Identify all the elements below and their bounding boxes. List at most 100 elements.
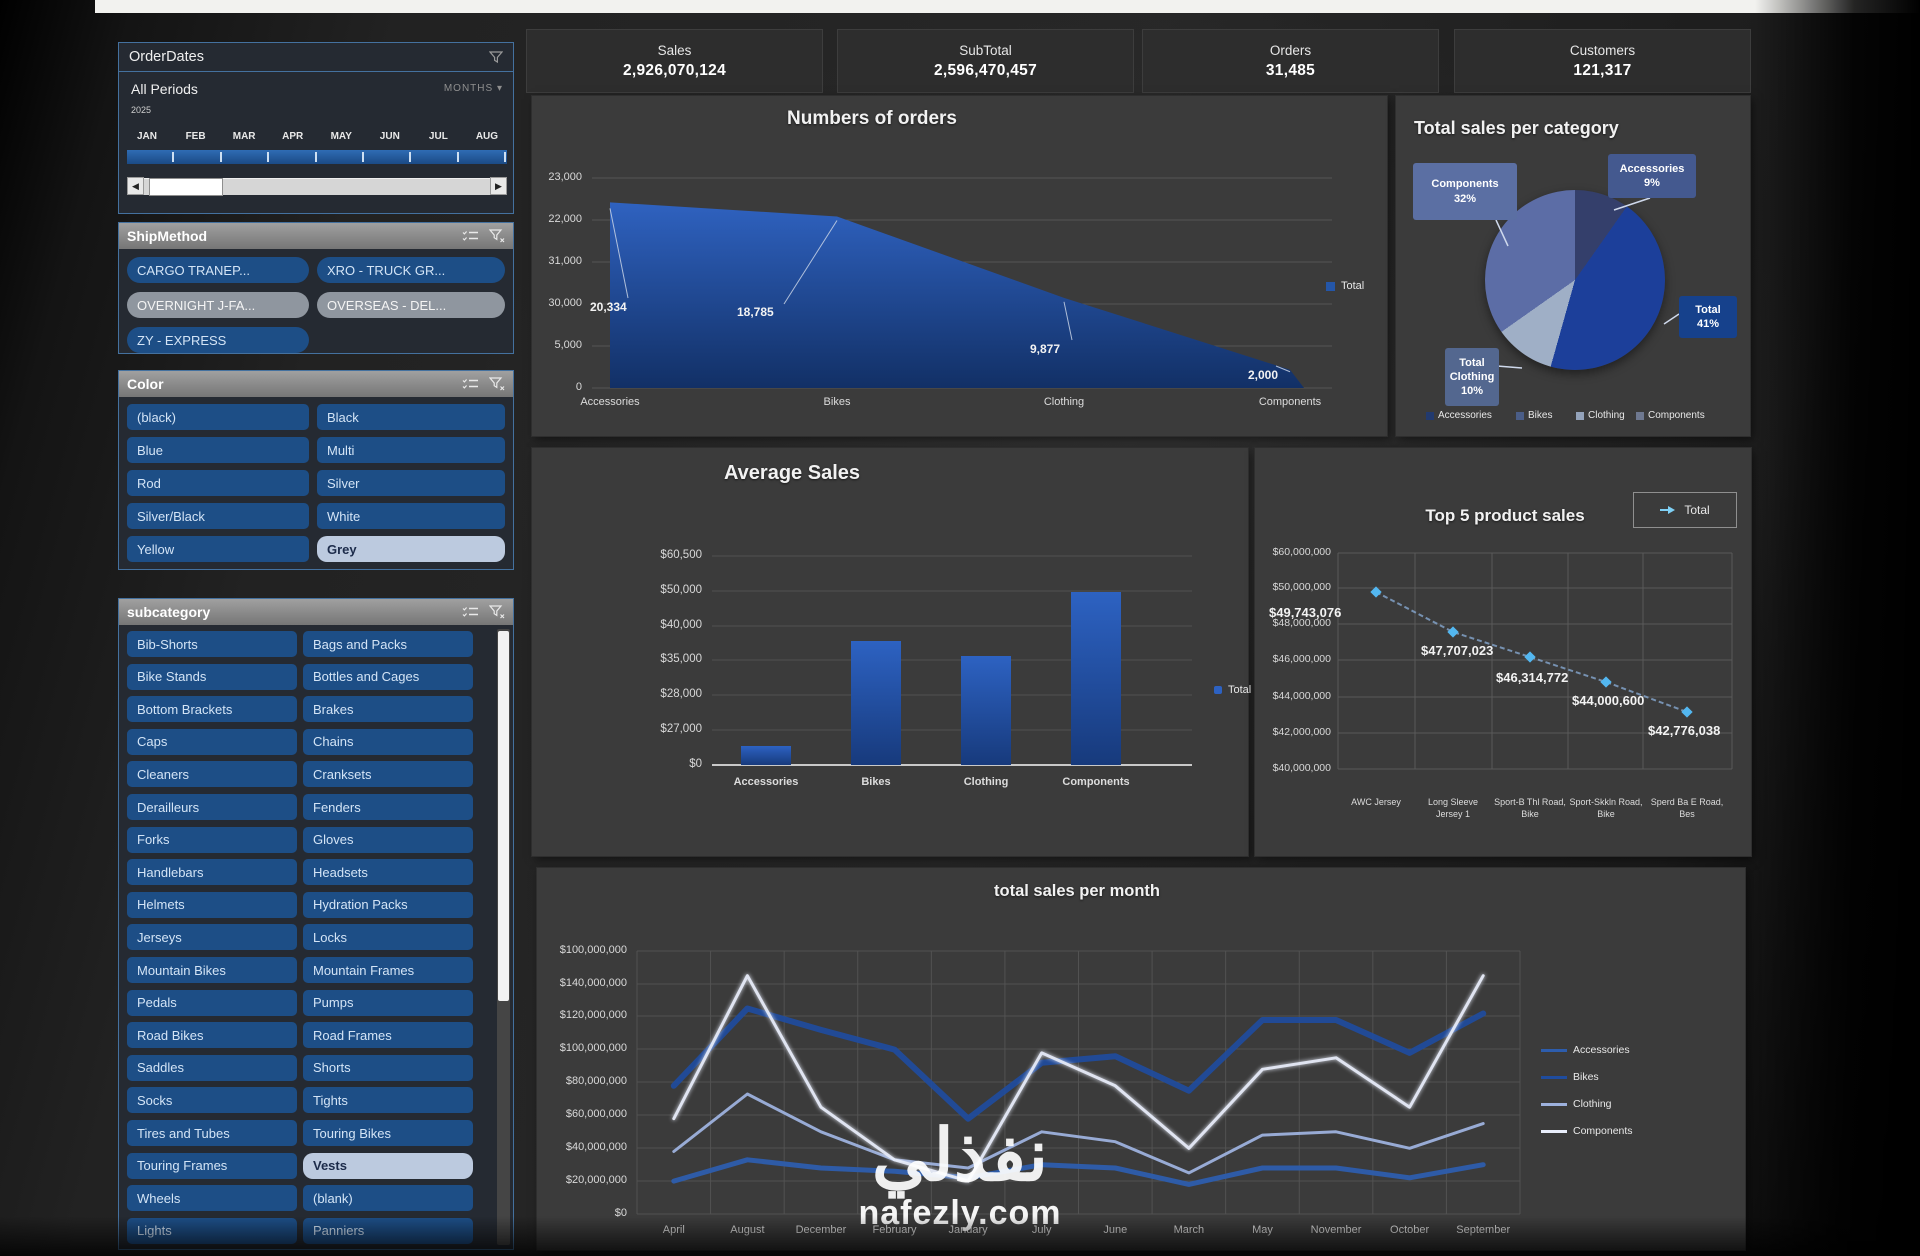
subcategory-option[interactable]: Jerseys: [127, 924, 297, 951]
clear-filter-icon[interactable]: [489, 377, 505, 391]
subcategory-option[interactable]: Caps: [127, 728, 297, 755]
subcategory-option[interactable]: Bike Stands: [127, 663, 297, 690]
subcategory-option[interactable]: Road Frames: [303, 1022, 473, 1049]
top5-line[interactable]: [1375, 591, 1688, 713]
subcategory-option[interactable]: Pumps: [303, 989, 473, 1016]
subcategory-option[interactable]: Bib-Shorts: [127, 631, 297, 657]
avg-legend[interactable]: Total: [1214, 684, 1251, 696]
ship-method-option[interactable]: ZY - EXPRESS: [127, 327, 309, 353]
top5-point[interactable]: [1447, 626, 1459, 638]
slider-thumb[interactable]: [149, 177, 223, 196]
period-range-bar[interactable]: [127, 150, 507, 164]
subcategory-option[interactable]: Panniers: [303, 1217, 473, 1244]
slider-right-arrow[interactable]: ▶: [490, 177, 507, 195]
slider-left-arrow[interactable]: ◀: [127, 177, 144, 195]
top5-x-category: Sperd Ba E Road, Bes: [1639, 796, 1735, 820]
select-all-icon[interactable]: [462, 378, 479, 391]
color-option[interactable]: Yellow: [127, 536, 309, 562]
top5-legend[interactable]: Total: [1633, 492, 1737, 528]
subcategory-option[interactable]: (blank): [303, 1185, 473, 1212]
subcategory-option[interactable]: Handlebars: [127, 859, 297, 886]
period-bar-tick: [456, 152, 459, 162]
orders-legend[interactable]: Total: [1326, 280, 1364, 292]
monthly-legend-item[interactable]: Components: [1541, 1125, 1633, 1137]
subcategory-option[interactable]: Mountain Frames: [303, 957, 473, 983]
subcategory-option[interactable]: Tights: [303, 1087, 473, 1114]
subcategory-option[interactable]: Forks: [127, 826, 297, 853]
color-option[interactable]: Black: [317, 404, 505, 430]
pie-legend-item[interactable]: Bikes: [1516, 410, 1552, 421]
select-all-icon[interactable]: [462, 230, 479, 243]
ship-method-option[interactable]: XRO - TRUCK GR...: [317, 257, 505, 283]
subcategory-scrollbar[interactable]: [497, 629, 510, 1245]
subcategory-option[interactable]: Vests: [303, 1152, 473, 1179]
subcategory-option[interactable]: Touring Bikes: [303, 1120, 473, 1146]
top5-point[interactable]: [1681, 706, 1693, 718]
color-option[interactable]: Silver: [317, 470, 505, 496]
granularity-dropdown[interactable]: MONTHS ▾: [443, 83, 503, 94]
subcategory-option[interactable]: Cleaners: [127, 761, 297, 788]
top5-data-label: $47,707,023: [1421, 643, 1494, 658]
top5-point[interactable]: [1370, 586, 1382, 598]
pie-legend-item[interactable]: Accessories: [1426, 410, 1492, 421]
subcategory-option[interactable]: Wheels: [127, 1185, 297, 1212]
color-option[interactable]: Multi: [317, 437, 505, 463]
filter-icon[interactable]: [489, 50, 503, 64]
avg-bar[interactable]: [851, 640, 901, 765]
subcategory-option[interactable]: Road Bikes: [127, 1022, 297, 1049]
pie-legend-item[interactable]: Clothing: [1576, 410, 1625, 421]
subcategory-option[interactable]: Gloves: [303, 826, 473, 853]
color-option[interactable]: Blue: [127, 437, 309, 463]
ship-method-option[interactable]: OVERSEAS - DEL...: [317, 292, 505, 318]
subcategory-option[interactable]: Hydration Packs: [303, 891, 473, 918]
subcategory-option[interactable]: Saddles: [127, 1054, 297, 1081]
subcategory-option[interactable]: Cranksets: [303, 761, 473, 788]
subcategory-option[interactable]: Bottom Brackets: [127, 696, 297, 723]
subcategory-option[interactable]: Tires and Tubes: [127, 1120, 297, 1146]
subcategory-option[interactable]: Derailleurs: [127, 794, 297, 820]
clear-filter-icon[interactable]: [489, 229, 505, 243]
clear-filter-icon[interactable]: [489, 605, 505, 619]
monthly-series-bikes[interactable]: [670, 1005, 1487, 1122]
monthly-legend-item[interactable]: Accessories: [1541, 1044, 1630, 1056]
monthly-series-clothing[interactable]: [672, 1092, 1485, 1175]
top5-point[interactable]: [1524, 651, 1536, 663]
color-option[interactable]: (black): [127, 404, 309, 430]
subcategory-option[interactable]: Headsets: [303, 859, 473, 886]
color-option[interactable]: Rod: [127, 470, 309, 496]
subcategory-scrollbar-thumb[interactable]: [498, 631, 509, 1001]
subcategory-option[interactable]: Helmets: [127, 891, 297, 918]
avg-bar[interactable]: [961, 656, 1011, 765]
subcategory-option[interactable]: Bags and Packs: [303, 631, 473, 657]
monthly-legend-item[interactable]: Clothing: [1541, 1098, 1612, 1110]
subcategory-option[interactable]: Brakes: [303, 696, 473, 723]
ship-method-option[interactable]: OVERNIGHT J-FA...: [127, 292, 309, 318]
color-option[interactable]: White: [317, 503, 505, 529]
slider-track[interactable]: [144, 177, 490, 196]
orders-area-shape[interactable]: [610, 202, 1304, 388]
subcategory-option[interactable]: Bottles and Cages: [303, 663, 473, 690]
avg-bar[interactable]: [1071, 592, 1121, 765]
pie-legend-item[interactable]: Components: [1636, 410, 1705, 421]
monthly-series-accessories[interactable]: [671, 1157, 1486, 1187]
monthly-series-components[interactable]: [672, 974, 1485, 1183]
ship-method-option[interactable]: CARGO TRANEP...: [127, 257, 309, 283]
subcategory-option[interactable]: Socks: [127, 1087, 297, 1114]
subcategory-option[interactable]: Shorts: [303, 1054, 473, 1081]
subcategory-option[interactable]: Locks: [303, 924, 473, 951]
select-all-icon[interactable]: [462, 606, 479, 619]
top5-data-label: $44,000,600: [1572, 693, 1645, 708]
top5-point[interactable]: [1600, 676, 1612, 688]
color-option[interactable]: Grey: [317, 536, 505, 562]
color-option[interactable]: Silver/Black: [127, 503, 309, 529]
subcategory-option[interactable]: Fenders: [303, 794, 473, 820]
pie-chart[interactable]: [1485, 190, 1665, 370]
subcategory-option[interactable]: Chains: [303, 728, 473, 755]
subcategory-option[interactable]: Pedals: [127, 989, 297, 1016]
subcategory-option[interactable]: Touring Frames: [127, 1152, 297, 1179]
avg-bar[interactable]: [741, 745, 791, 765]
subcategory-option[interactable]: Lights: [127, 1217, 297, 1244]
monthly-legend-item[interactable]: Bikes: [1541, 1071, 1599, 1083]
period-bar-tick: [172, 152, 175, 162]
subcategory-option[interactable]: Mountain Bikes: [127, 957, 297, 983]
